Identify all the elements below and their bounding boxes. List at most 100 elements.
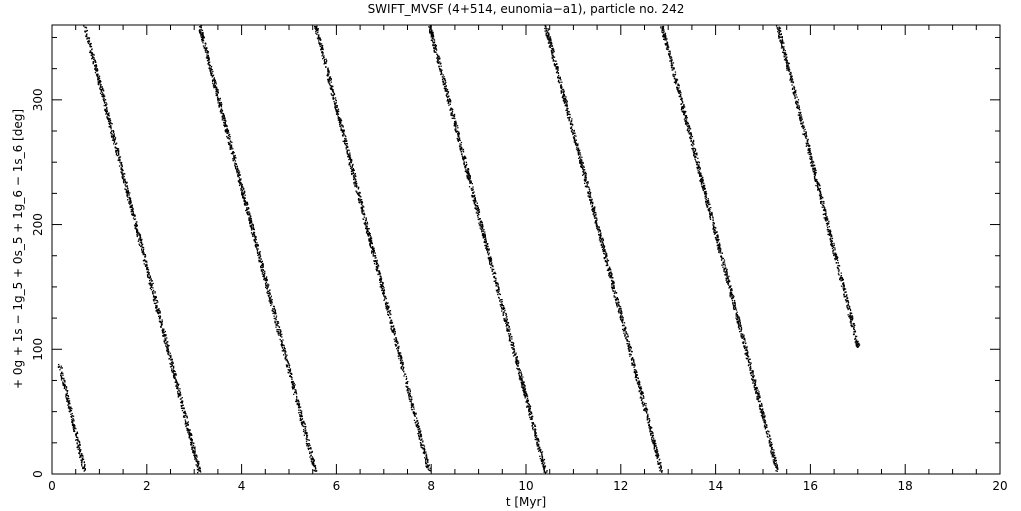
- data-point: [144, 259, 146, 261]
- data-point: [339, 123, 342, 125]
- data-point: [280, 344, 282, 346]
- data-point: [113, 139, 115, 142]
- data-point: [505, 314, 507, 316]
- data-point: [301, 423, 303, 425]
- data-point: [163, 331, 165, 334]
- data-point: [66, 397, 68, 399]
- data-point: [294, 384, 296, 386]
- data-point: [466, 174, 468, 177]
- data-point: [443, 82, 445, 84]
- data-point: [322, 51, 324, 54]
- data-point: [595, 223, 598, 225]
- data-point: [258, 258, 260, 260]
- data-point: [499, 299, 501, 301]
- data-point: [500, 304, 503, 306]
- data-point: [497, 293, 499, 296]
- data-point: [228, 142, 230, 144]
- data-point: [352, 176, 355, 178]
- data-point: [614, 290, 616, 292]
- data-point: [139, 241, 141, 243]
- data-point: [62, 377, 64, 380]
- data-point: [233, 159, 236, 161]
- data-point: [190, 441, 192, 444]
- data-point: [78, 452, 81, 454]
- data-point: [493, 272, 495, 274]
- data-point: [311, 462, 314, 464]
- data-point: [200, 32, 202, 35]
- data-point: [574, 135, 576, 137]
- data-point: [213, 78, 215, 80]
- data-point: [523, 383, 525, 386]
- data-point: [493, 280, 495, 282]
- data-point: [201, 35, 204, 37]
- data-point: [528, 410, 530, 412]
- data-point: [143, 248, 145, 250]
- data-point: [477, 216, 479, 218]
- data-point: [372, 246, 374, 248]
- data-point: [543, 462, 546, 464]
- data-point: [495, 284, 497, 286]
- data-point: [660, 466, 662, 468]
- data-point: [398, 357, 400, 360]
- data-point: [140, 239, 142, 242]
- data-point: [217, 90, 219, 92]
- data-point: [582, 174, 584, 176]
- data-point: [377, 264, 379, 266]
- data-point: [388, 305, 390, 307]
- data-point: [629, 344, 631, 346]
- data-point: [348, 149, 350, 151]
- data-point: [217, 100, 219, 102]
- data-point: [422, 452, 425, 454]
- data-point: [185, 424, 187, 427]
- data-point: [224, 122, 226, 124]
- data-point: [171, 362, 173, 364]
- data-point: [301, 410, 303, 412]
- data-point: [629, 346, 632, 348]
- data-point: [175, 385, 177, 387]
- data-point: [84, 464, 86, 466]
- data-point: [275, 316, 277, 319]
- data-point: [620, 315, 622, 317]
- data-point: [420, 430, 422, 432]
- data-point: [603, 248, 605, 250]
- data-point: [60, 375, 63, 377]
- data-point: [428, 26, 430, 28]
- data-point: [541, 453, 543, 455]
- data-point: [96, 73, 98, 75]
- data-point: [293, 385, 295, 387]
- data-point: [110, 130, 113, 133]
- data-point: [82, 467, 84, 469]
- data-point: [423, 451, 426, 453]
- data-point: [165, 345, 167, 347]
- data-point: [465, 164, 467, 166]
- data-point: [290, 381, 293, 384]
- data-point: [322, 45, 324, 47]
- data-point: [514, 361, 517, 363]
- data-point: [399, 354, 401, 356]
- data-point: [153, 295, 155, 297]
- data-point: [277, 329, 280, 331]
- data-point: [443, 77, 445, 80]
- data-point: [396, 344, 398, 346]
- data-point: [62, 372, 64, 375]
- data-point: [463, 161, 465, 163]
- data-point: [441, 69, 443, 71]
- data-point: [362, 213, 365, 216]
- data-point: [213, 77, 215, 79]
- data-point: [365, 226, 368, 228]
- data-point: [340, 125, 342, 127]
- data-point: [455, 128, 457, 130]
- data-point: [115, 153, 118, 155]
- data-point: [103, 100, 105, 102]
- data-point: [156, 311, 158, 313]
- data-point: [182, 407, 184, 409]
- data-point: [160, 321, 162, 324]
- data-point: [60, 365, 62, 367]
- data-point: [216, 88, 218, 91]
- data-point: [62, 381, 64, 383]
- data-point: [274, 312, 277, 314]
- data-point: [312, 462, 315, 464]
- data-point: [431, 33, 433, 35]
- data-point: [78, 452, 80, 454]
- data-point: [327, 71, 329, 73]
